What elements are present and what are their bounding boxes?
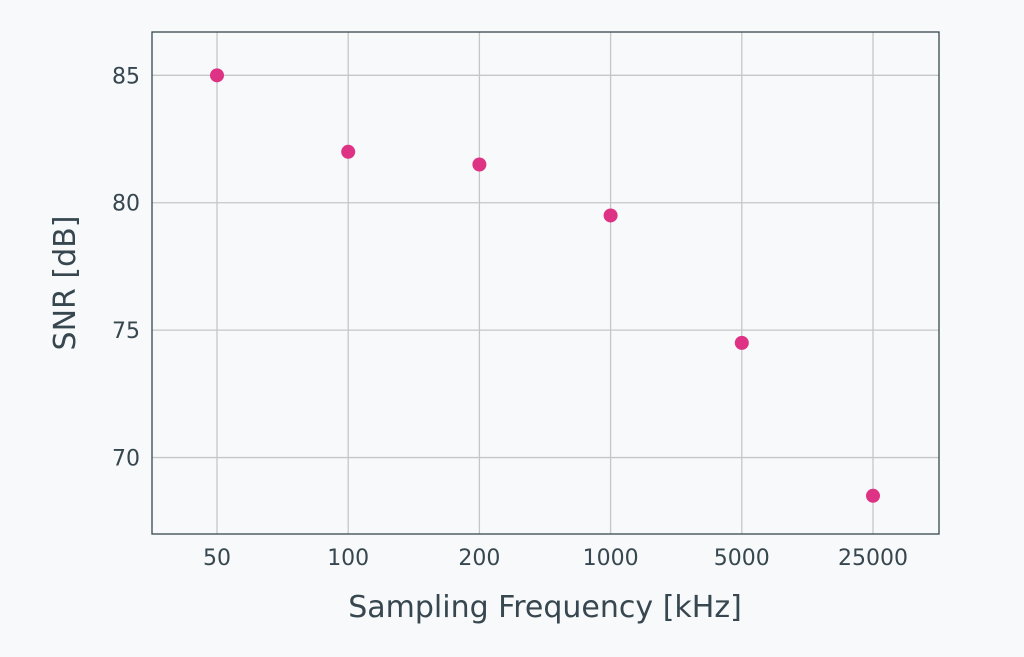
y-tick-label: 75 — [112, 319, 140, 344]
x-tick-label: 25000 — [838, 546, 908, 571]
data-point — [341, 144, 356, 159]
x-axis-title: Sampling Frequency [kHz] — [348, 590, 742, 625]
y-tick-label: 80 — [112, 192, 140, 217]
x-tick-label: 1000 — [583, 546, 639, 571]
point-layer — [210, 68, 880, 503]
data-point — [866, 488, 880, 503]
tick-layer: 50 100 200 1000 5000 25000 70 75 80 85 — [112, 64, 908, 571]
x-tick-label: 5000 — [714, 546, 770, 571]
x-tick-label: 200 — [458, 546, 500, 571]
y-tick-label: 85 — [112, 64, 140, 89]
y-tick-label: 70 — [112, 447, 140, 472]
x-tick-label: 50 — [203, 546, 231, 571]
data-point — [734, 335, 749, 350]
plot-frame — [151, 31, 940, 535]
y-axis-title: SNR [dB] — [48, 216, 83, 351]
x-tick-label: 100 — [327, 546, 369, 571]
data-point — [603, 208, 618, 223]
data-point — [210, 68, 224, 83]
data-point — [472, 157, 487, 172]
grid-layer — [152, 32, 939, 534]
